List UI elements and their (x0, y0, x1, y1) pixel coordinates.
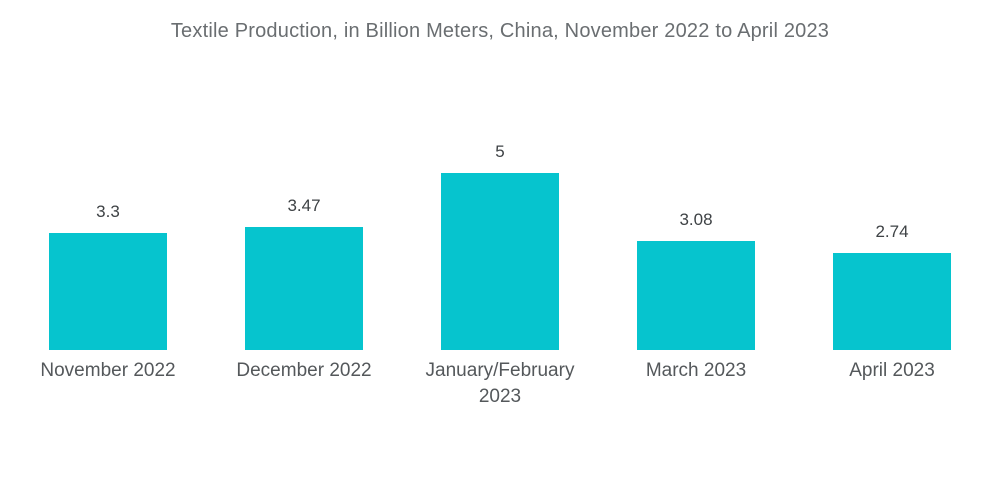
bar-value-label: 2.74 (875, 222, 909, 241)
x-axis-label-cell: November 2022 (10, 358, 206, 384)
bar-column: 2.74 (794, 222, 990, 350)
category-label: January/February 2023 (425, 360, 575, 407)
bar (441, 173, 559, 350)
plot-area: 3.3 3.47 5 3.08 2.74 (10, 140, 990, 350)
x-axis-label-cell: December 2022 (206, 358, 402, 384)
category-label: April 2023 (849, 360, 935, 381)
x-axis-label-cell: January/February 2023 (402, 358, 598, 410)
bar-column: 5 (402, 142, 598, 350)
bar-column: 3.08 (598, 210, 794, 350)
bar (833, 253, 951, 350)
category-label: December 2022 (236, 360, 372, 381)
bar-column: 3.3 (10, 202, 206, 350)
chart-title: Textile Production, in Billion Meters, C… (170, 20, 830, 42)
category-label: November 2022 (40, 360, 176, 381)
bar (49, 233, 167, 350)
bar-value-label: 3.08 (679, 210, 713, 229)
x-axis-labels: November 2022 December 2022 January/Februa… (10, 358, 990, 410)
bar (637, 241, 755, 350)
x-axis-label-cell: April 2023 (794, 358, 990, 384)
bar (245, 227, 363, 350)
bar-column: 3.47 (206, 196, 402, 350)
x-axis-label-cell: March 2023 (598, 358, 794, 384)
bar-value-label: 3.3 (96, 202, 120, 221)
bar-value-label: 5 (495, 142, 505, 161)
category-label: March 2023 (645, 360, 747, 381)
bar-value-label: 3.47 (287, 196, 321, 215)
